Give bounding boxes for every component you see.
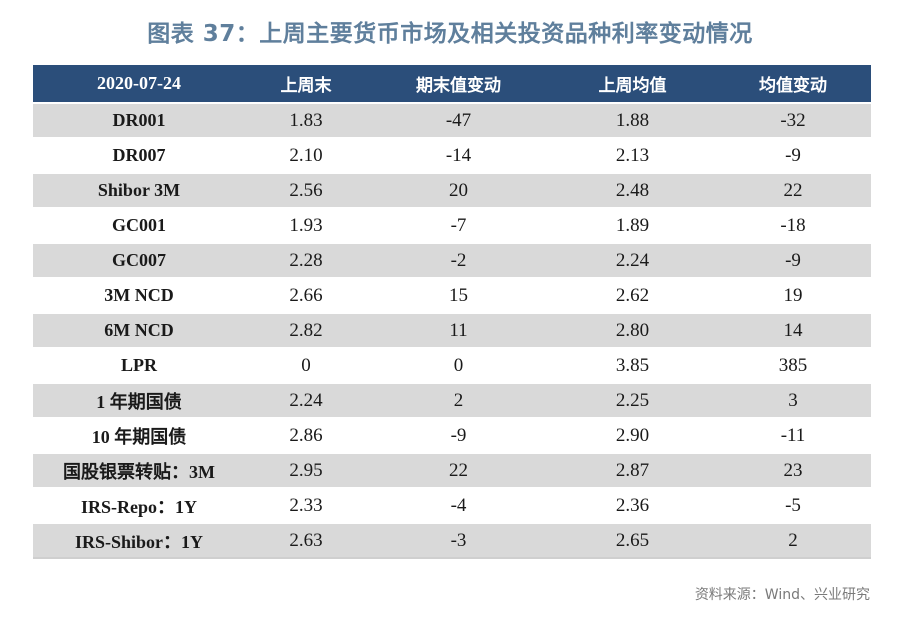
table-row: DR007 2.10 -14 2.13 -9 [33, 137, 871, 172]
end-change-cell: 15 [367, 277, 550, 312]
table-row: IRS-Shibor：1Y 2.63 -3 2.65 2 [33, 522, 871, 559]
last-week-end-cell: 2.82 [245, 312, 367, 347]
weekly-average-cell: 2.24 [550, 242, 715, 277]
row-label: 10 年期国债 [33, 417, 245, 452]
row-label: 3M NCD [33, 277, 245, 312]
last-week-end-cell: 2.33 [245, 487, 367, 522]
table-row: 1 年期国债 2.24 2 2.25 3 [33, 382, 871, 417]
last-week-end-cell: 2.56 [245, 172, 367, 207]
average-change-cell: 3 [715, 382, 871, 417]
row-label: Shibor 3M [33, 172, 245, 207]
row-label: 国股银票转贴：3M [33, 452, 245, 487]
average-change-cell: -9 [715, 242, 871, 277]
average-change-cell: -18 [715, 207, 871, 242]
row-label: GC007 [33, 242, 245, 277]
average-change-cell: -32 [715, 102, 871, 137]
end-change-cell: 22 [367, 452, 550, 487]
table-row: GC007 2.28 -2 2.24 -9 [33, 242, 871, 277]
table-header-row: 2020-07-24 上周末 期末值变动 上周均值 均值变动 [33, 65, 871, 102]
weekly-average-cell: 2.13 [550, 137, 715, 172]
table-row: 3M NCD 2.66 15 2.62 19 [33, 277, 871, 312]
rates-table: 2020-07-24 上周末 期末值变动 上周均值 均值变动 DR001 1.83… [33, 65, 871, 559]
end-change-cell: 2 [367, 382, 550, 417]
header-date: 2020-07-24 [33, 65, 245, 102]
end-change-cell: 20 [367, 172, 550, 207]
row-label: IRS-Shibor：1Y [33, 522, 245, 559]
table-row: 10 年期国债 2.86 -9 2.90 -11 [33, 417, 871, 452]
table-row: 国股银票转贴：3M 2.95 22 2.87 23 [33, 452, 871, 487]
average-change-cell: 385 [715, 347, 871, 382]
last-week-end-cell: 2.24 [245, 382, 367, 417]
end-change-cell: -47 [367, 102, 550, 137]
last-week-end-cell: 2.95 [245, 452, 367, 487]
weekly-average-cell: 1.88 [550, 102, 715, 137]
last-week-end-cell: 2.66 [245, 277, 367, 312]
row-label: 1 年期国债 [33, 382, 245, 417]
page-title: 图表 37：上周主要货币市场及相关投资品种利率变动情况 [147, 21, 753, 47]
table-row: 6M NCD 2.82 11 2.80 14 [33, 312, 871, 347]
average-change-cell: 22 [715, 172, 871, 207]
table-row: GC001 1.93 -7 1.89 -18 [33, 207, 871, 242]
average-change-cell: -5 [715, 487, 871, 522]
row-label: DR007 [33, 137, 245, 172]
row-label: GC001 [33, 207, 245, 242]
header-average-change: 均值变动 [715, 65, 871, 102]
weekly-average-cell: 2.48 [550, 172, 715, 207]
last-week-end-cell: 1.93 [245, 207, 367, 242]
header-weekly-average: 上周均值 [550, 65, 715, 102]
end-change-cell: 11 [367, 312, 550, 347]
row-label: LPR [33, 347, 245, 382]
weekly-average-cell: 2.62 [550, 277, 715, 312]
weekly-average-cell: 2.90 [550, 417, 715, 452]
last-week-end-cell: 2.10 [245, 137, 367, 172]
weekly-average-cell: 3.85 [550, 347, 715, 382]
table-row: Shibor 3M 2.56 20 2.48 22 [33, 172, 871, 207]
last-week-end-cell: 0 [245, 347, 367, 382]
weekly-average-cell: 2.80 [550, 312, 715, 347]
end-change-cell: 0 [367, 347, 550, 382]
average-change-cell: -11 [715, 417, 871, 452]
table-row: IRS-Repo：1Y 2.33 -4 2.36 -5 [33, 487, 871, 522]
end-change-cell: -7 [367, 207, 550, 242]
weekly-average-cell: 2.25 [550, 382, 715, 417]
row-label: IRS-Repo：1Y [33, 487, 245, 522]
end-change-cell: -9 [367, 417, 550, 452]
end-change-cell: -2 [367, 242, 550, 277]
average-change-cell: 2 [715, 522, 871, 559]
end-change-cell: -3 [367, 522, 550, 559]
end-change-cell: -14 [367, 137, 550, 172]
table-row: LPR 0 0 3.85 385 [33, 347, 871, 382]
last-week-end-cell: 2.28 [245, 242, 367, 277]
table-row: DR001 1.83 -47 1.88 -32 [33, 102, 871, 137]
last-week-end-cell: 1.83 [245, 102, 367, 137]
header-last-week-end: 上周末 [245, 65, 367, 102]
weekly-average-cell: 2.65 [550, 522, 715, 559]
average-change-cell: 19 [715, 277, 871, 312]
table-body: DR001 1.83 -47 1.88 -32 DR007 2.10 -14 2.13 -9 Shi… [33, 102, 871, 559]
source-note: 资料来源：Wind、兴业研究 [694, 587, 870, 603]
header-end-change: 期末值变动 [367, 65, 550, 102]
average-change-cell: 14 [715, 312, 871, 347]
last-week-end-cell: 2.86 [245, 417, 367, 452]
row-label: 6M NCD [33, 312, 245, 347]
average-change-cell: -9 [715, 137, 871, 172]
weekly-average-cell: 1.89 [550, 207, 715, 242]
weekly-average-cell: 2.36 [550, 487, 715, 522]
last-week-end-cell: 2.63 [245, 522, 367, 559]
average-change-cell: 23 [715, 452, 871, 487]
weekly-average-cell: 2.87 [550, 452, 715, 487]
end-change-cell: -4 [367, 487, 550, 522]
row-label: DR001 [33, 102, 245, 137]
